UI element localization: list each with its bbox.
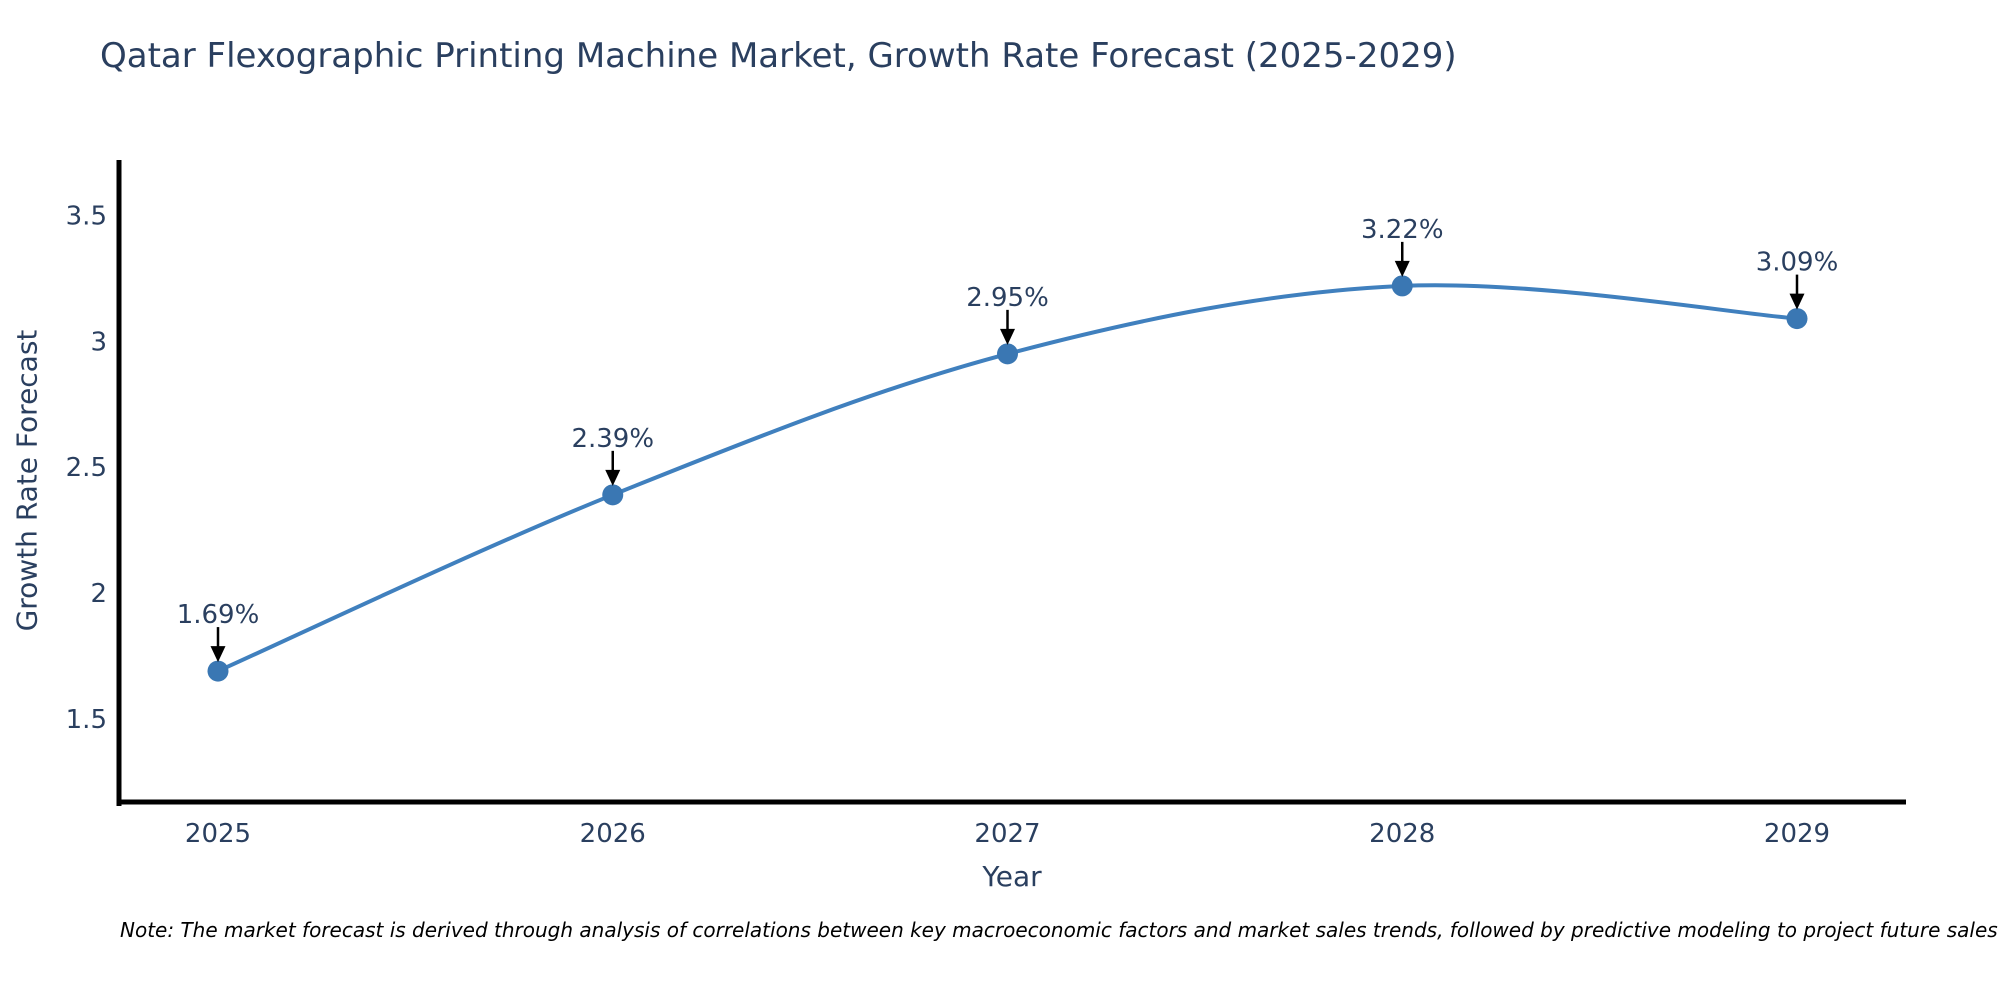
x-tick-label-2025: 2025: [185, 819, 251, 849]
y-tick-label-2: 2: [90, 579, 107, 609]
x-tick-label-2026: 2026: [580, 819, 646, 849]
annotation-arrow-head-2026: [605, 469, 621, 486]
data-point-2027: [997, 343, 1018, 365]
footnote: Note: The market forecast is derived thr…: [120, 918, 1998, 942]
chart-title: Qatar Flexographic Printing Machine Mark…: [100, 36, 1457, 76]
y-tick-label-2.5: 2.5: [66, 453, 107, 483]
data-label-2027: 2.95%: [966, 283, 1049, 313]
annotation-arrow-head-2028: [1394, 260, 1410, 277]
y-tick-label-1.5: 1.5: [66, 705, 107, 735]
data-label-2025: 1.69%: [177, 600, 260, 630]
x-tick-label-2028: 2028: [1369, 819, 1435, 849]
data-point-2029: [1786, 308, 1808, 330]
annotation-arrow-head-2029: [1789, 293, 1805, 310]
data-point-2028: [1391, 275, 1413, 297]
annotation-arrow-head-2027: [1000, 328, 1015, 345]
y-tick-label-3.5: 3.5: [66, 201, 107, 231]
data-point-2026: [602, 484, 624, 506]
x-tick-label-2029: 2029: [1764, 819, 1830, 849]
data-label-2029: 3.09%: [1756, 248, 1839, 278]
x-tick-label-2027: 2027: [974, 819, 1040, 849]
y-tick-label-3: 3: [90, 327, 107, 357]
data-label-2028: 3.22%: [1361, 215, 1444, 245]
data-label-2026: 2.39%: [571, 424, 654, 454]
annotation-arrow-head-2025: [210, 646, 226, 663]
x-axis-title: Year: [982, 860, 1042, 893]
data-point-2025: [207, 660, 229, 682]
